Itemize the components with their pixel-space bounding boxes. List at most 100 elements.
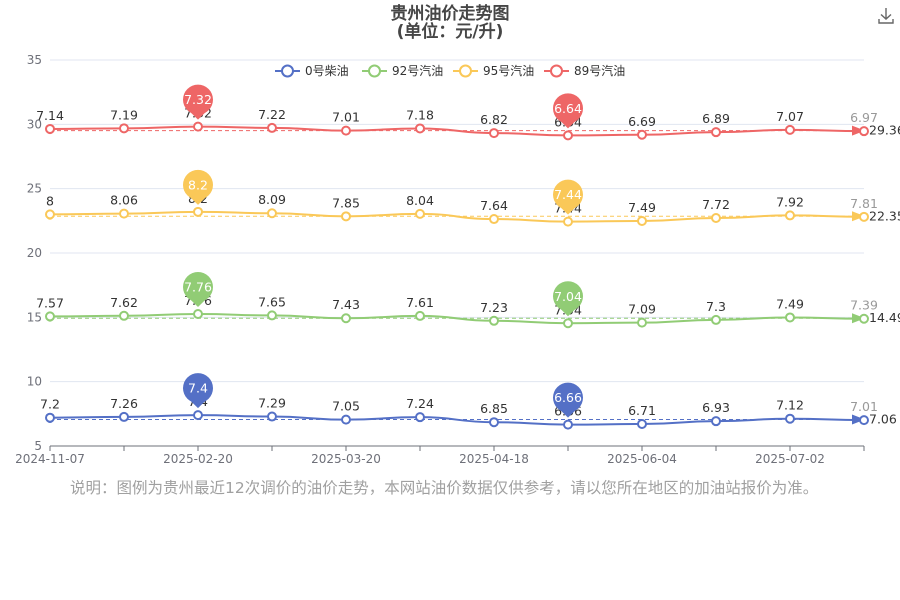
y-tick-label: 10 — [27, 375, 42, 389]
data-label: 7.72 — [702, 197, 730, 212]
min-pin: 7.04 — [553, 281, 583, 317]
max-pin: 7.4 — [183, 373, 213, 409]
legend-marker — [368, 64, 381, 78]
legend-label: 0号柴油 — [305, 64, 349, 78]
data-label: 6.71 — [628, 403, 656, 418]
data-point — [341, 414, 351, 425]
x-tick-label: 2025-03-20 — [311, 452, 381, 466]
data-label: 7.01 — [850, 399, 878, 414]
data-label: 8.09 — [258, 192, 286, 207]
data-label: 7.49 — [628, 200, 656, 215]
data-point — [711, 416, 721, 427]
legend-marker — [459, 64, 472, 78]
data-point — [193, 308, 203, 319]
data-point — [45, 412, 55, 423]
chart-subtitle: (单位：元/升) — [396, 22, 504, 42]
data-label: 7.85 — [332, 195, 360, 210]
data-point — [45, 209, 55, 220]
data-label: 6.89 — [702, 111, 730, 126]
legend-label: 95号汽油 — [483, 63, 534, 78]
pin-head — [183, 169, 213, 200]
x-tick-label: 2025-04-18 — [459, 452, 529, 466]
data-label: 7.39 — [850, 298, 878, 313]
data-label: 7.92 — [776, 194, 804, 209]
data-label: 7.19 — [110, 107, 138, 122]
data-label: 7.07 — [776, 109, 804, 124]
y-tick-label: 15 — [27, 310, 42, 324]
average-label: 14.49 — [869, 310, 900, 325]
data-label: 7.49 — [776, 296, 804, 311]
data-label: 7.62 — [110, 295, 138, 310]
data-point — [859, 211, 869, 222]
min-pin: 7.44 — [553, 179, 583, 215]
y-tick-label: 20 — [27, 246, 42, 260]
data-point — [785, 312, 795, 323]
x-tick-label: 2025-06-04 — [607, 452, 677, 466]
min-pin: 6.66 — [553, 382, 583, 418]
data-label: 7.09 — [628, 302, 656, 317]
data-point — [637, 317, 647, 328]
data-point — [637, 418, 647, 429]
data-point — [785, 124, 795, 135]
x-tick-label: 2025-02-20 — [163, 452, 233, 466]
data-point — [267, 208, 277, 219]
data-point — [637, 129, 647, 140]
pin-label: 7.04 — [554, 289, 582, 304]
data-point — [563, 216, 573, 227]
data-label: 7.2 — [40, 397, 60, 412]
pin-label: 6.64 — [554, 101, 582, 116]
data-point — [341, 211, 351, 222]
data-label: 7.12 — [776, 398, 804, 413]
data-point — [45, 311, 55, 322]
data-point — [193, 206, 203, 217]
pin-label: 7.76 — [184, 279, 212, 294]
data-point — [711, 314, 721, 325]
data-point — [785, 210, 795, 221]
data-label: 7.14 — [36, 108, 64, 123]
data-label: 7.18 — [406, 107, 434, 122]
data-point — [267, 310, 277, 321]
y-tick-label: 25 — [27, 182, 42, 196]
download-icon[interactable] — [876, 6, 896, 26]
data-label: 7.26 — [110, 396, 138, 411]
data-label: 7.64 — [480, 198, 508, 213]
series-line — [49, 414, 865, 426]
data-point — [711, 127, 721, 138]
data-label: 6.85 — [480, 401, 508, 416]
data-point — [119, 123, 129, 134]
legend-label: 92号汽油 — [392, 63, 443, 78]
data-point — [341, 313, 351, 324]
data-point — [119, 411, 129, 422]
pin-head — [183, 271, 213, 302]
data-label: 6.82 — [480, 112, 508, 127]
data-label: 6.97 — [850, 110, 878, 125]
data-point — [859, 415, 869, 426]
data-point — [415, 412, 425, 423]
data-label: 7.43 — [332, 297, 360, 312]
data-point — [341, 125, 351, 136]
data-point — [563, 318, 573, 329]
data-point — [415, 123, 425, 134]
pin-label: 7.44 — [554, 187, 582, 202]
data-point — [45, 123, 55, 134]
data-point — [267, 411, 277, 422]
pin-head — [183, 84, 213, 115]
average-label: 7.06 — [869, 411, 897, 426]
y-tick-label: 5 — [34, 439, 42, 453]
data-point — [415, 208, 425, 219]
data-label: 7.05 — [332, 399, 360, 414]
data-label: 7.29 — [258, 396, 286, 411]
x-tick-label: 2025-07-02 — [755, 452, 825, 466]
data-label: 8 — [46, 193, 54, 208]
data-label: 7.3 — [706, 299, 726, 314]
pin-head — [553, 382, 583, 413]
pin-label: 6.66 — [554, 390, 582, 405]
max-pin: 7.76 — [183, 271, 213, 307]
average-label: 29.36 — [869, 123, 900, 138]
data-label: 8.06 — [110, 193, 138, 208]
data-point — [563, 419, 573, 430]
pin-label: 8.2 — [188, 177, 208, 192]
data-label: 7.61 — [406, 295, 434, 310]
min-pin: 6.64 — [553, 93, 583, 129]
data-point — [637, 215, 647, 226]
